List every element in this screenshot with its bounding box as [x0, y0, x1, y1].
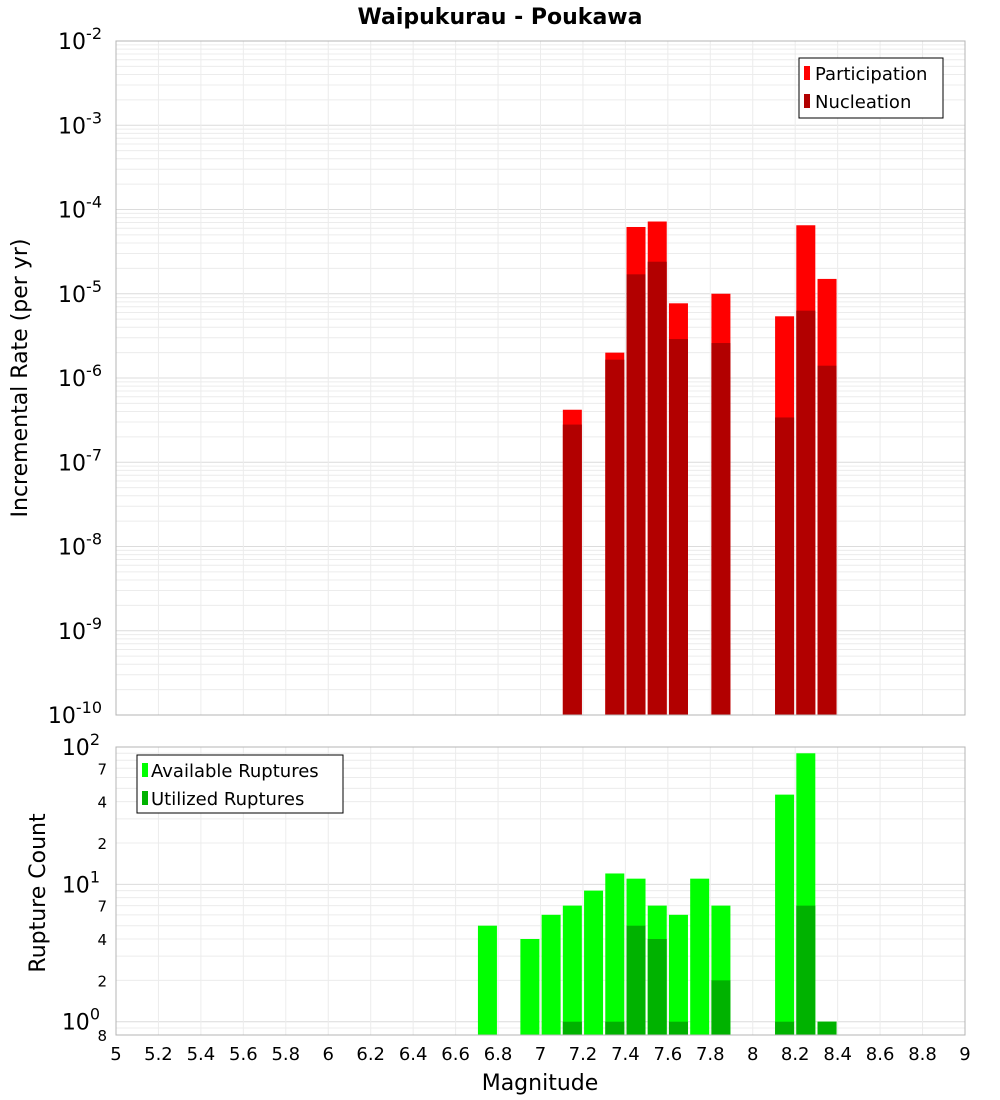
rate-y-axis-label: Incremental Rate (per yr): [8, 239, 33, 518]
x-tick-label: 9: [959, 1044, 970, 1065]
count-y-tick-label: 100: [62, 1005, 100, 1036]
utilized-bar: [605, 1021, 625, 1035]
x-tick-label: 8.4: [823, 1044, 852, 1065]
count-y-minor-tick-label: 2: [97, 972, 107, 990]
x-tick-label: 7.8: [696, 1044, 725, 1065]
available-bar: [690, 878, 710, 1035]
utilized-bar: [626, 925, 646, 1035]
x-tick-label: 5.6: [229, 1044, 258, 1065]
x-tick-label: 5: [110, 1044, 121, 1065]
rate-legend-box: [798, 57, 944, 119]
nucleation-bar: [775, 417, 795, 715]
utilized-bar: [775, 1021, 795, 1035]
count-plot-border: [115, 746, 966, 1036]
x-tick-label: 8.2: [781, 1044, 810, 1065]
nucleation-bar: [647, 261, 667, 715]
legend-label: Available Ruptures: [151, 761, 319, 782]
count-y-minor-tick-label: 4: [97, 794, 107, 812]
x-tick-label: 5.4: [187, 1044, 216, 1065]
rate-y-tick-label: 10-10: [48, 698, 102, 729]
x-tick-label: 7.6: [654, 1044, 683, 1065]
rate-y-tick-label: 10-4: [58, 193, 102, 224]
available-bar: [541, 914, 561, 1035]
count-y-minor-tick-label: 7: [97, 760, 107, 778]
x-tick-label: 6.4: [399, 1044, 428, 1065]
available-bar: [584, 890, 604, 1035]
x-tick-label: 7: [535, 1044, 546, 1065]
available-bar: [605, 873, 625, 1035]
rate-y-tick-label: 10-3: [58, 108, 102, 139]
x-tick-label: 5.8: [271, 1044, 300, 1065]
x-tick-label: 8: [747, 1044, 758, 1065]
rate-y-tick-label: 10-9: [58, 614, 102, 645]
utilized-bar: [711, 980, 731, 1035]
rate-y-tick-label: 10-7: [58, 445, 102, 476]
x-tick-label: 6.8: [484, 1044, 513, 1065]
available-bar: [562, 905, 582, 1035]
available-bar: [775, 794, 795, 1035]
nucleation-bar: [605, 359, 625, 715]
count-y-minor-tick-label: 4: [97, 931, 107, 949]
available-bar: [668, 914, 688, 1035]
x-tick-label: 6: [323, 1044, 334, 1065]
x-tick-label: 6.6: [441, 1044, 470, 1065]
available-bars: [477, 753, 837, 1035]
utilized-bars: [562, 905, 837, 1035]
nucleation-bars: [562, 261, 837, 715]
count-grid: [115, 746, 966, 1036]
nucleation-bar: [668, 339, 688, 715]
utilized-bar: [562, 1021, 582, 1035]
nucleation-bar: [562, 424, 582, 715]
rate-grid: [115, 41, 966, 716]
count-y-minor-tick-label: 8: [97, 1027, 107, 1045]
legend-label: Nucleation: [815, 92, 911, 113]
available-bar: [520, 939, 540, 1035]
count-y-axis-label: Rupture Count: [26, 813, 51, 973]
utilized-bar: [647, 939, 667, 1035]
rate-y-tick-label: 10-8: [58, 530, 102, 561]
rate-legend: Participation Nucleation: [798, 57, 944, 119]
count-panel: 100 101 102 8 2 4 7 2 4 7 Available Ruptures Utiliz…: [62, 730, 971, 1065]
chart-title: Waipukurau - Poukawa: [358, 5, 643, 30]
legend-swatch: [142, 763, 148, 777]
utilized-bar: [796, 905, 816, 1035]
x-axis-label: Magnitude: [482, 1071, 599, 1096]
count-y-minor-tick-label: 2: [97, 835, 107, 853]
nucleation-bar: [626, 274, 646, 715]
legend-label: Utilized Ruptures: [151, 789, 304, 810]
rate-y-tick-label: 10-6: [58, 361, 102, 392]
utilized-bar: [817, 1021, 837, 1035]
x-tick-label: 8.8: [908, 1044, 937, 1065]
legend-swatch: [142, 791, 148, 805]
available-bar: [477, 925, 497, 1035]
rate-y-tick-label: 10-2: [58, 24, 102, 55]
nucleation-bar: [796, 310, 816, 715]
count-legend-box: [136, 754, 344, 814]
nucleation-bar: [711, 343, 731, 715]
legend-swatch: [804, 94, 810, 108]
nucleation-bar: [817, 365, 837, 715]
rate-panel: 10-10 10-9 10-8 10-7 10-6 10-5 10-4 10-3 10-2 Par…: [48, 24, 966, 729]
x-tick-label: 8.6: [866, 1044, 895, 1065]
rate-plot-border: [115, 40, 966, 716]
count-y-tick-label: 102: [62, 730, 100, 761]
rate-y-tick-label: 10-5: [58, 277, 102, 308]
legend-label: Participation: [815, 64, 927, 85]
utilized-bar: [668, 1021, 688, 1035]
count-y-minor-tick-label: 7: [97, 898, 107, 916]
count-legend: Available Ruptures Utilized Ruptures: [136, 754, 344, 814]
x-tick-label: 6.2: [356, 1044, 385, 1065]
x-tick-label: 7.4: [611, 1044, 640, 1065]
legend-swatch: [804, 66, 810, 80]
x-tick-label: 7.2: [569, 1044, 598, 1065]
x-tick-label: 5.2: [144, 1044, 173, 1065]
count-y-tick-label: 101: [62, 867, 100, 898]
